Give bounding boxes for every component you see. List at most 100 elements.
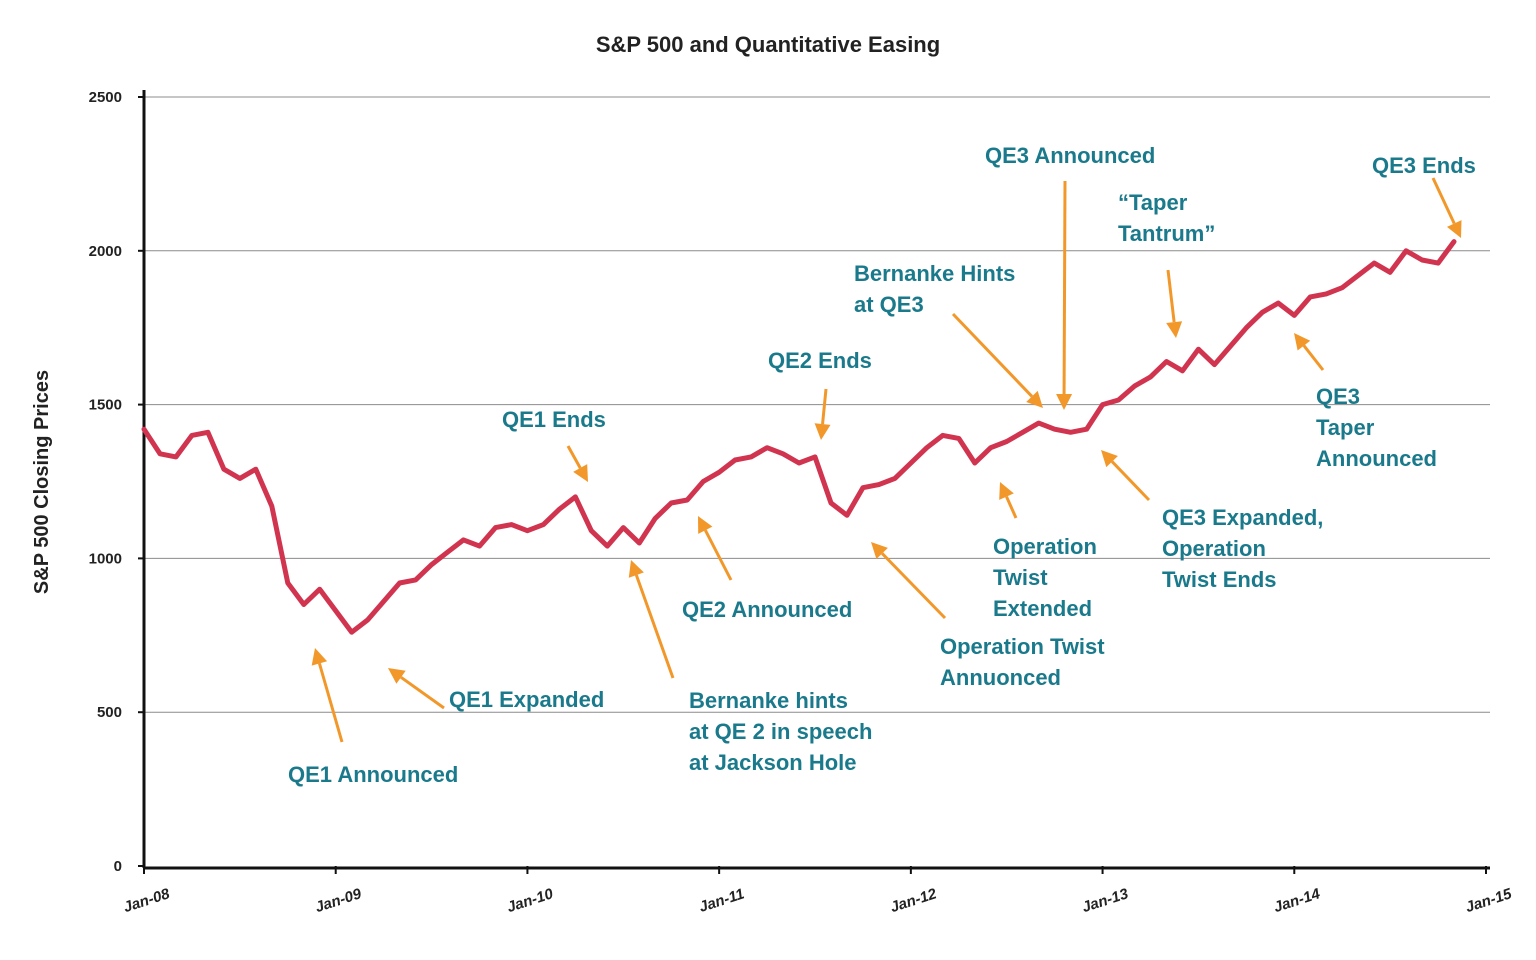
annotation-label: QE1 Expanded bbox=[449, 687, 604, 712]
data-point bbox=[189, 433, 195, 438]
data-point bbox=[413, 577, 418, 583]
annotation-arrow bbox=[1005, 496, 1018, 519]
data-point bbox=[1164, 359, 1169, 364]
data-point bbox=[269, 503, 275, 509]
data-point bbox=[796, 460, 802, 466]
annotation-line: Twist bbox=[993, 565, 1048, 590]
annotation-arrowhead bbox=[871, 542, 888, 559]
data-point bbox=[285, 580, 290, 586]
data-point bbox=[780, 451, 786, 457]
annotation-line: QE1 Ends bbox=[502, 407, 606, 432]
data-point bbox=[972, 460, 977, 466]
annotation-label: Operation Twist Extended bbox=[993, 534, 1097, 621]
annotation-label: QE1 Ends bbox=[502, 407, 606, 432]
data-point bbox=[1084, 427, 1089, 432]
annotation-label: QE2 Announced bbox=[682, 597, 852, 622]
annotation-label: QE3 Announced bbox=[985, 143, 1155, 168]
data-point bbox=[477, 543, 482, 549]
annotation-line: QE3 Ends bbox=[1372, 153, 1476, 178]
data-point bbox=[700, 479, 706, 484]
annotation-arrowhead bbox=[1294, 333, 1311, 351]
data-point bbox=[1068, 430, 1073, 435]
data-point bbox=[1371, 260, 1377, 266]
series-layer bbox=[141, 239, 1457, 635]
data-point bbox=[349, 630, 354, 635]
data-point bbox=[1355, 273, 1361, 278]
data-point bbox=[381, 599, 386, 604]
data-point bbox=[1435, 260, 1441, 266]
annotation-arrow bbox=[1302, 344, 1325, 371]
data-point bbox=[1004, 439, 1009, 444]
annotation-arrowhead bbox=[1056, 394, 1073, 410]
annotation-line: Twist Ends bbox=[1162, 567, 1277, 592]
annotation-line: Operation Twist bbox=[940, 634, 1105, 659]
data-point bbox=[365, 617, 370, 623]
annotation-line: Extended bbox=[993, 596, 1092, 621]
annotation-line: QE2 Announced bbox=[682, 597, 852, 622]
x-tick-label: Jan-11 bbox=[697, 885, 746, 916]
y-tick-label: 1000 bbox=[89, 550, 122, 567]
annotation-arrow bbox=[1166, 269, 1176, 323]
annotation-arrowhead bbox=[698, 516, 713, 534]
annotation-line: Bernanke hints bbox=[689, 688, 848, 713]
annotation-line: QE2 Ends bbox=[768, 348, 872, 373]
annotation-line: QE3 Announced bbox=[985, 143, 1155, 168]
data-point bbox=[1276, 300, 1281, 306]
data-point bbox=[1260, 310, 1265, 315]
x-tick-label: Jan-13 bbox=[1080, 885, 1131, 916]
x-tick-label: Jan-14 bbox=[1272, 885, 1323, 916]
data-point bbox=[525, 528, 530, 533]
chart-title: S&P 500 and Quantitative Easing bbox=[596, 32, 940, 57]
annotations: QE1 Announced QE1 Expanded QE1 Ends Bernank… bbox=[288, 143, 1476, 787]
annotation-label: QE3 Ends bbox=[1372, 153, 1476, 178]
x-tick-label: Jan-08 bbox=[121, 885, 172, 916]
annotation-arrowhead bbox=[388, 668, 406, 684]
annotation-label: QE3 Taper Announced bbox=[1316, 384, 1437, 471]
data-point bbox=[1180, 368, 1185, 373]
data-point bbox=[1196, 347, 1201, 352]
data-point bbox=[621, 525, 626, 530]
annotation-arrow bbox=[821, 388, 828, 425]
data-point bbox=[716, 470, 722, 475]
y-tick-label: 1500 bbox=[89, 397, 122, 414]
data-point bbox=[1020, 430, 1025, 435]
data-point bbox=[732, 457, 738, 463]
annotation-label: QE2 Ends bbox=[768, 348, 872, 373]
annotation-line: at Jackson Hole bbox=[689, 750, 857, 775]
data-point bbox=[1036, 420, 1041, 426]
data-point bbox=[1308, 294, 1313, 300]
data-point bbox=[573, 494, 578, 500]
data-point bbox=[828, 500, 834, 506]
data-point bbox=[940, 433, 946, 438]
annotation-line: QE3 Expanded, bbox=[1162, 505, 1323, 530]
y-axis-ticks: 0 500 1000 1500 2000 2500 bbox=[89, 89, 144, 875]
annotation-arrows bbox=[311, 177, 1462, 743]
annotation-line: Annuonced bbox=[940, 665, 1061, 690]
annotation-arrowhead bbox=[1026, 390, 1043, 408]
data-point bbox=[461, 537, 466, 543]
data-point bbox=[221, 466, 227, 472]
data-point bbox=[1212, 362, 1217, 367]
data-point bbox=[605, 543, 610, 549]
annotation-label: Operation Twist Annuonced bbox=[940, 634, 1105, 690]
data-point bbox=[1403, 248, 1409, 253]
annotation-line: Tantrum” bbox=[1118, 221, 1215, 246]
x-tick-label: Jan-12 bbox=[888, 885, 939, 916]
y-tick-label: 2000 bbox=[89, 243, 122, 260]
annotation-arrow bbox=[951, 312, 1034, 398]
annotation-line: Operation bbox=[1162, 536, 1266, 561]
data-point bbox=[669, 500, 674, 506]
annotation-label: QE3 Expanded, Operation Twist Ends bbox=[1162, 505, 1323, 592]
y-axis-label: S&P 500 Closing Prices bbox=[31, 370, 53, 594]
data-point bbox=[764, 445, 770, 450]
data-point bbox=[333, 608, 338, 613]
data-point bbox=[317, 586, 322, 592]
annotation-line: Taper bbox=[1316, 415, 1375, 440]
data-point bbox=[445, 550, 450, 555]
annotation-arrowhead bbox=[573, 464, 588, 482]
data-point bbox=[748, 454, 754, 460]
annotation-line: Operation bbox=[993, 534, 1097, 559]
data-point bbox=[1387, 270, 1393, 275]
data-point bbox=[253, 466, 259, 472]
annotation-label: Bernanke hints at QE 2 in speech at Jackso… bbox=[689, 688, 872, 775]
